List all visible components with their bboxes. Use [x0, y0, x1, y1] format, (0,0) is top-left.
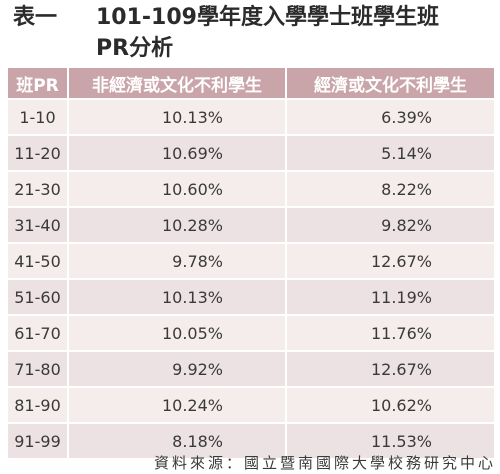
table-row: 51-60 10.13% 11.19%: [8, 278, 494, 315]
table-row: 81-90 10.24% 10.62%: [8, 386, 494, 423]
cell-non-disadvantaged: 10.24%: [68, 386, 287, 423]
cell-pr-range: 61-70: [8, 314, 69, 351]
cell-non-disadvantaged: 10.13%: [68, 98, 287, 135]
pr-analysis-table: 班PR 非經濟或文化不利學生 經濟或文化不利學生 1-10 10.13% 6.39%…: [8, 68, 494, 458]
cell-disadvantaged: 9.82%: [286, 206, 494, 243]
cell-non-disadvantaged: 10.69%: [68, 134, 287, 171]
table-row: 41-50 9.78% 12.67%: [8, 242, 494, 279]
cell-pr-range: 1-10: [8, 98, 69, 135]
cell-pr-range: 91-99: [8, 422, 69, 458]
table-number: 表一: [13, 5, 58, 30]
table-row: 91-99 8.18% 11.53%: [8, 422, 494, 458]
cell-non-disadvantaged: 9.78%: [68, 242, 287, 279]
cell-non-disadvantaged: 9.92%: [68, 350, 287, 387]
document-title: 表一 101-109學年度入學學士班學生班 PR分析: [13, 2, 493, 64]
cell-disadvantaged: 5.14%: [286, 134, 494, 171]
cell-non-disadvantaged: 10.60%: [68, 170, 287, 207]
cell-disadvantaged: 11.53%: [286, 422, 494, 458]
table-header-row: 班PR 非經濟或文化不利學生 經濟或文化不利學生: [8, 68, 494, 99]
cell-disadvantaged: 11.76%: [286, 314, 494, 351]
cell-non-disadvantaged: 10.05%: [68, 314, 287, 351]
cell-non-disadvantaged: 10.13%: [68, 278, 287, 315]
cell-disadvantaged: 11.19%: [286, 278, 494, 315]
table-row: 71-80 9.92% 12.67%: [8, 350, 494, 387]
table-row: 21-30 10.60% 8.22%: [8, 170, 494, 207]
cell-disadvantaged: 12.67%: [286, 242, 494, 279]
title-line-1: 101-109學年度入學學士班學生班: [96, 5, 439, 30]
cell-pr-range: 41-50: [8, 242, 69, 279]
cell-disadvantaged: 10.62%: [286, 386, 494, 423]
cell-pr-range: 11-20: [8, 134, 69, 171]
cell-non-disadvantaged: 8.18%: [68, 422, 287, 458]
cell-pr-range: 71-80: [8, 350, 69, 387]
source-note: 資料來源：國立暨南國際大學校務研究中心: [153, 454, 496, 472]
header-disadvantaged: 經濟或文化不利學生: [286, 68, 494, 99]
cell-pr-range: 31-40: [8, 206, 69, 243]
cell-disadvantaged: 6.39%: [286, 98, 494, 135]
table-row: 31-40 10.28% 9.82%: [8, 206, 494, 243]
table-row: 61-70 10.05% 11.76%: [8, 314, 494, 351]
cell-non-disadvantaged: 10.28%: [68, 206, 287, 243]
cell-disadvantaged: 8.22%: [286, 170, 494, 207]
table-row: 11-20 10.69% 5.14%: [8, 134, 494, 171]
cell-pr-range: 81-90: [8, 386, 69, 423]
header-non-disadvantaged: 非經濟或文化不利學生: [68, 68, 287, 99]
table-row: 1-10 10.13% 6.39%: [8, 98, 494, 135]
title-line-2: PR分析: [96, 36, 174, 61]
cell-disadvantaged: 12.67%: [286, 350, 494, 387]
cell-pr-range: 51-60: [8, 278, 69, 315]
cell-pr-range: 21-30: [8, 170, 69, 207]
header-class-pr: 班PR: [8, 68, 69, 99]
